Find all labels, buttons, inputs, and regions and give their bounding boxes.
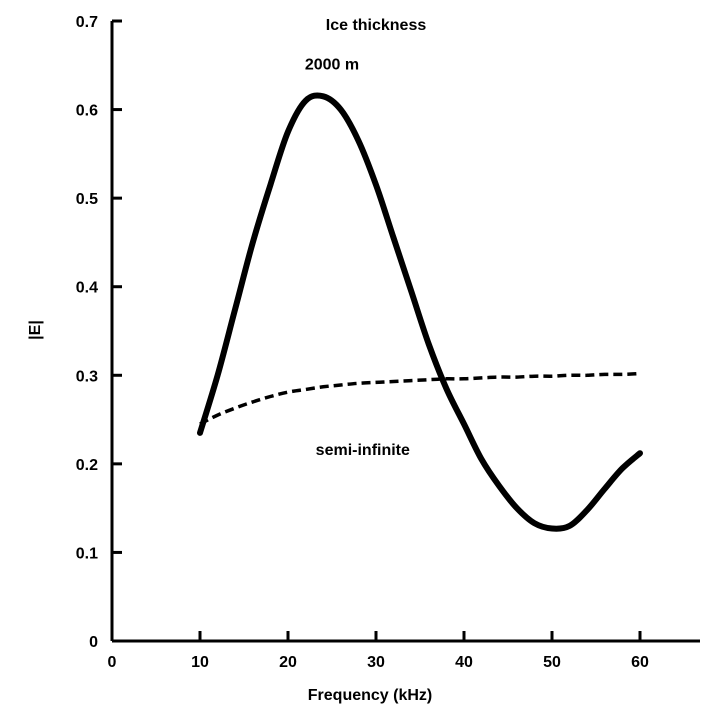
annotation-label: 2000 m — [305, 57, 359, 74]
y-tick-label: 0.2 — [76, 457, 98, 474]
y-ticks: 0 0.1 0.2 0.3 0.4 0.5 0.6 0.7 — [76, 14, 122, 651]
annotation-label: Ice thickness — [326, 17, 427, 34]
x-tick-label: 10 — [191, 654, 209, 671]
x-axis-label: Frequency (kHz) — [308, 687, 432, 704]
y-tick-label: 0.7 — [76, 14, 98, 31]
annotations: Ice thickness 2000 m semi-infinite — [305, 17, 426, 459]
annotation-label: semi-infinite — [316, 442, 410, 459]
y-tick-label: 0.4 — [76, 280, 98, 297]
x-tick-label: 20 — [279, 654, 297, 671]
x-tick-label: 30 — [367, 654, 385, 671]
x-ticks: 0 10 20 30 40 50 60 — [108, 631, 649, 671]
series-layer — [197, 92, 643, 532]
axes — [110, 21, 700, 643]
series-line-semi-infinite — [199, 371, 641, 426]
x-tick-label: 40 — [455, 654, 473, 671]
y-tick-label: 0.3 — [76, 368, 98, 385]
y-axis-label: |E| — [27, 320, 44, 340]
y-tick-label: 0.5 — [76, 191, 98, 208]
x-tick-label: 60 — [631, 654, 649, 671]
x-tick-label: 0 — [108, 654, 117, 671]
y-tick-label: 0.1 — [76, 545, 98, 562]
x-tick-label: 50 — [543, 654, 561, 671]
series-line-2000m — [197, 92, 643, 532]
y-tick-label: 0 — [89, 634, 98, 651]
y-tick-label: 0.6 — [76, 103, 98, 120]
